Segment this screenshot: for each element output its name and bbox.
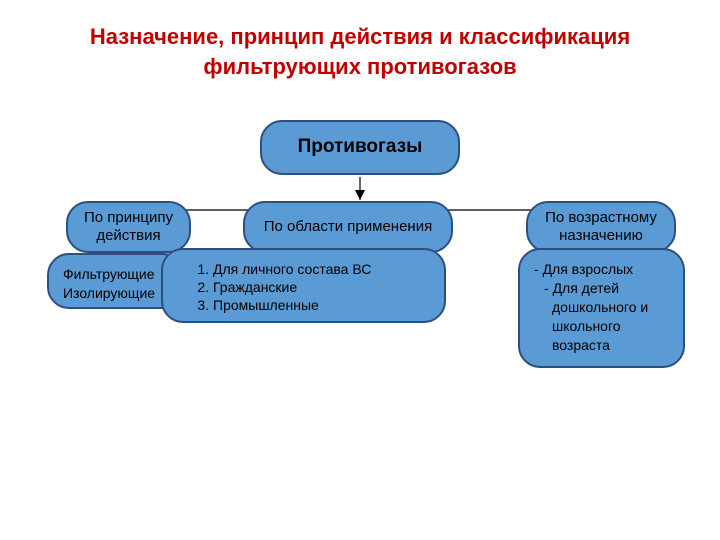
category-principle: По принципу действия — [66, 201, 191, 253]
title-line1: Назначение, принцип действия и классифик… — [90, 24, 630, 49]
category-principle-label: По принципу действия — [68, 209, 189, 245]
diagram-title: Назначение, принцип действия и классифик… — [0, 22, 720, 81]
title-line2: фильтрующих противогазов — [203, 54, 516, 79]
detail-application-item2: Гражданские — [213, 279, 371, 296]
detail-age-item2: Для детей дошкольного и школьного возрас… — [552, 280, 648, 353]
detail-application-item3: Промышленные — [213, 297, 371, 314]
category-age-label: По возрастному назначению — [528, 209, 674, 245]
detail-application: Для личного состава ВС Гражданские Промы… — [161, 248, 446, 323]
category-application: По области применения — [243, 201, 453, 253]
detail-principle-item2: Изолирующие — [63, 284, 155, 303]
detail-principle-item1: Фильтрующие — [63, 265, 155, 284]
root-node: Противогазы — [260, 120, 460, 175]
detail-application-item1: Для личного состава ВС — [213, 261, 371, 278]
detail-age-item1: Для взрослых — [543, 261, 634, 277]
detail-age: - Для взрослых - Для детей дошкольного и… — [518, 248, 685, 368]
category-age: По возрастному назначению — [526, 201, 676, 253]
category-application-label: По области применения — [264, 218, 432, 236]
root-label: Противогазы — [298, 136, 423, 159]
